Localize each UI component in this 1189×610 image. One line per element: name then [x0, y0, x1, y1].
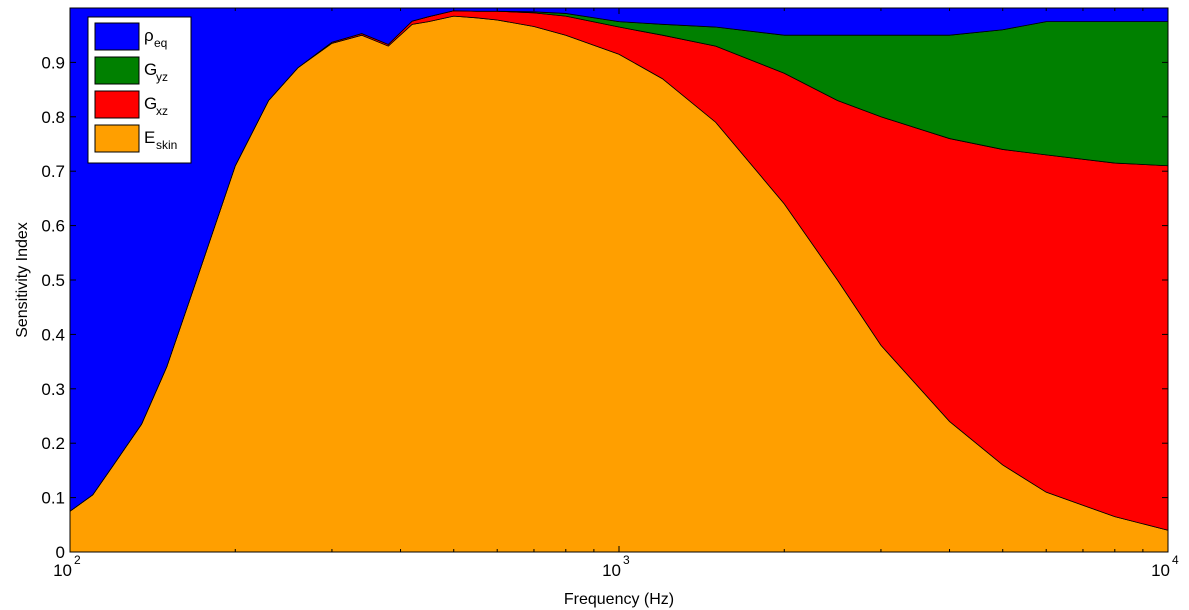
legend-label-main: G	[144, 94, 157, 113]
y-tick-label: 0.7	[41, 162, 65, 181]
y-tick-label: 0.2	[41, 434, 65, 453]
legend-swatch	[94, 124, 140, 153]
legend-label-sub: yz	[156, 70, 168, 84]
legend-label-main: ρ	[144, 26, 154, 45]
x-tick-base: 10	[602, 561, 621, 580]
legend-label-sub: xz	[156, 104, 168, 118]
x-tick-base: 10	[53, 561, 72, 580]
y-tick-label: 0.5	[41, 271, 65, 290]
y-tick-label: 0.8	[41, 108, 65, 127]
y-tick-label: 0.3	[41, 380, 65, 399]
legend-label-main: E	[144, 128, 155, 147]
y-axis-label: Sensitivity Index	[14, 222, 31, 338]
x-tick-exponent: 4	[1172, 553, 1179, 567]
x-tick-exponent: 2	[74, 553, 81, 567]
legend-swatch	[94, 56, 140, 85]
legend-swatch	[94, 90, 140, 119]
y-tick-label: 0	[56, 543, 65, 562]
legend-label-sub: eq	[154, 36, 167, 50]
y-tick-label: 0.1	[41, 489, 65, 508]
stacked-areas	[69, 7, 1169, 553]
legend-label-main: G	[144, 60, 157, 79]
y-axis-ticks: 0 0.1 0.2 0.3 0.4 0.5 0.6 0.7 0.8 0.9	[41, 53, 1168, 562]
y-tick-label: 0.9	[41, 53, 65, 72]
x-tick-label: 102	[53, 553, 81, 580]
legend-swatch	[94, 22, 140, 51]
y-tick-label: 0.4	[41, 325, 65, 344]
x-axis-label: Frequency (Hz)	[564, 591, 674, 608]
x-tick-label: 103	[602, 553, 630, 580]
y-tick-label: 0.6	[41, 217, 65, 236]
x-tick-base: 10	[1151, 561, 1170, 580]
x-tick-exponent: 3	[623, 553, 630, 567]
x-tick-label: 104	[1151, 553, 1179, 580]
legend-label-sub: skin	[156, 138, 177, 152]
